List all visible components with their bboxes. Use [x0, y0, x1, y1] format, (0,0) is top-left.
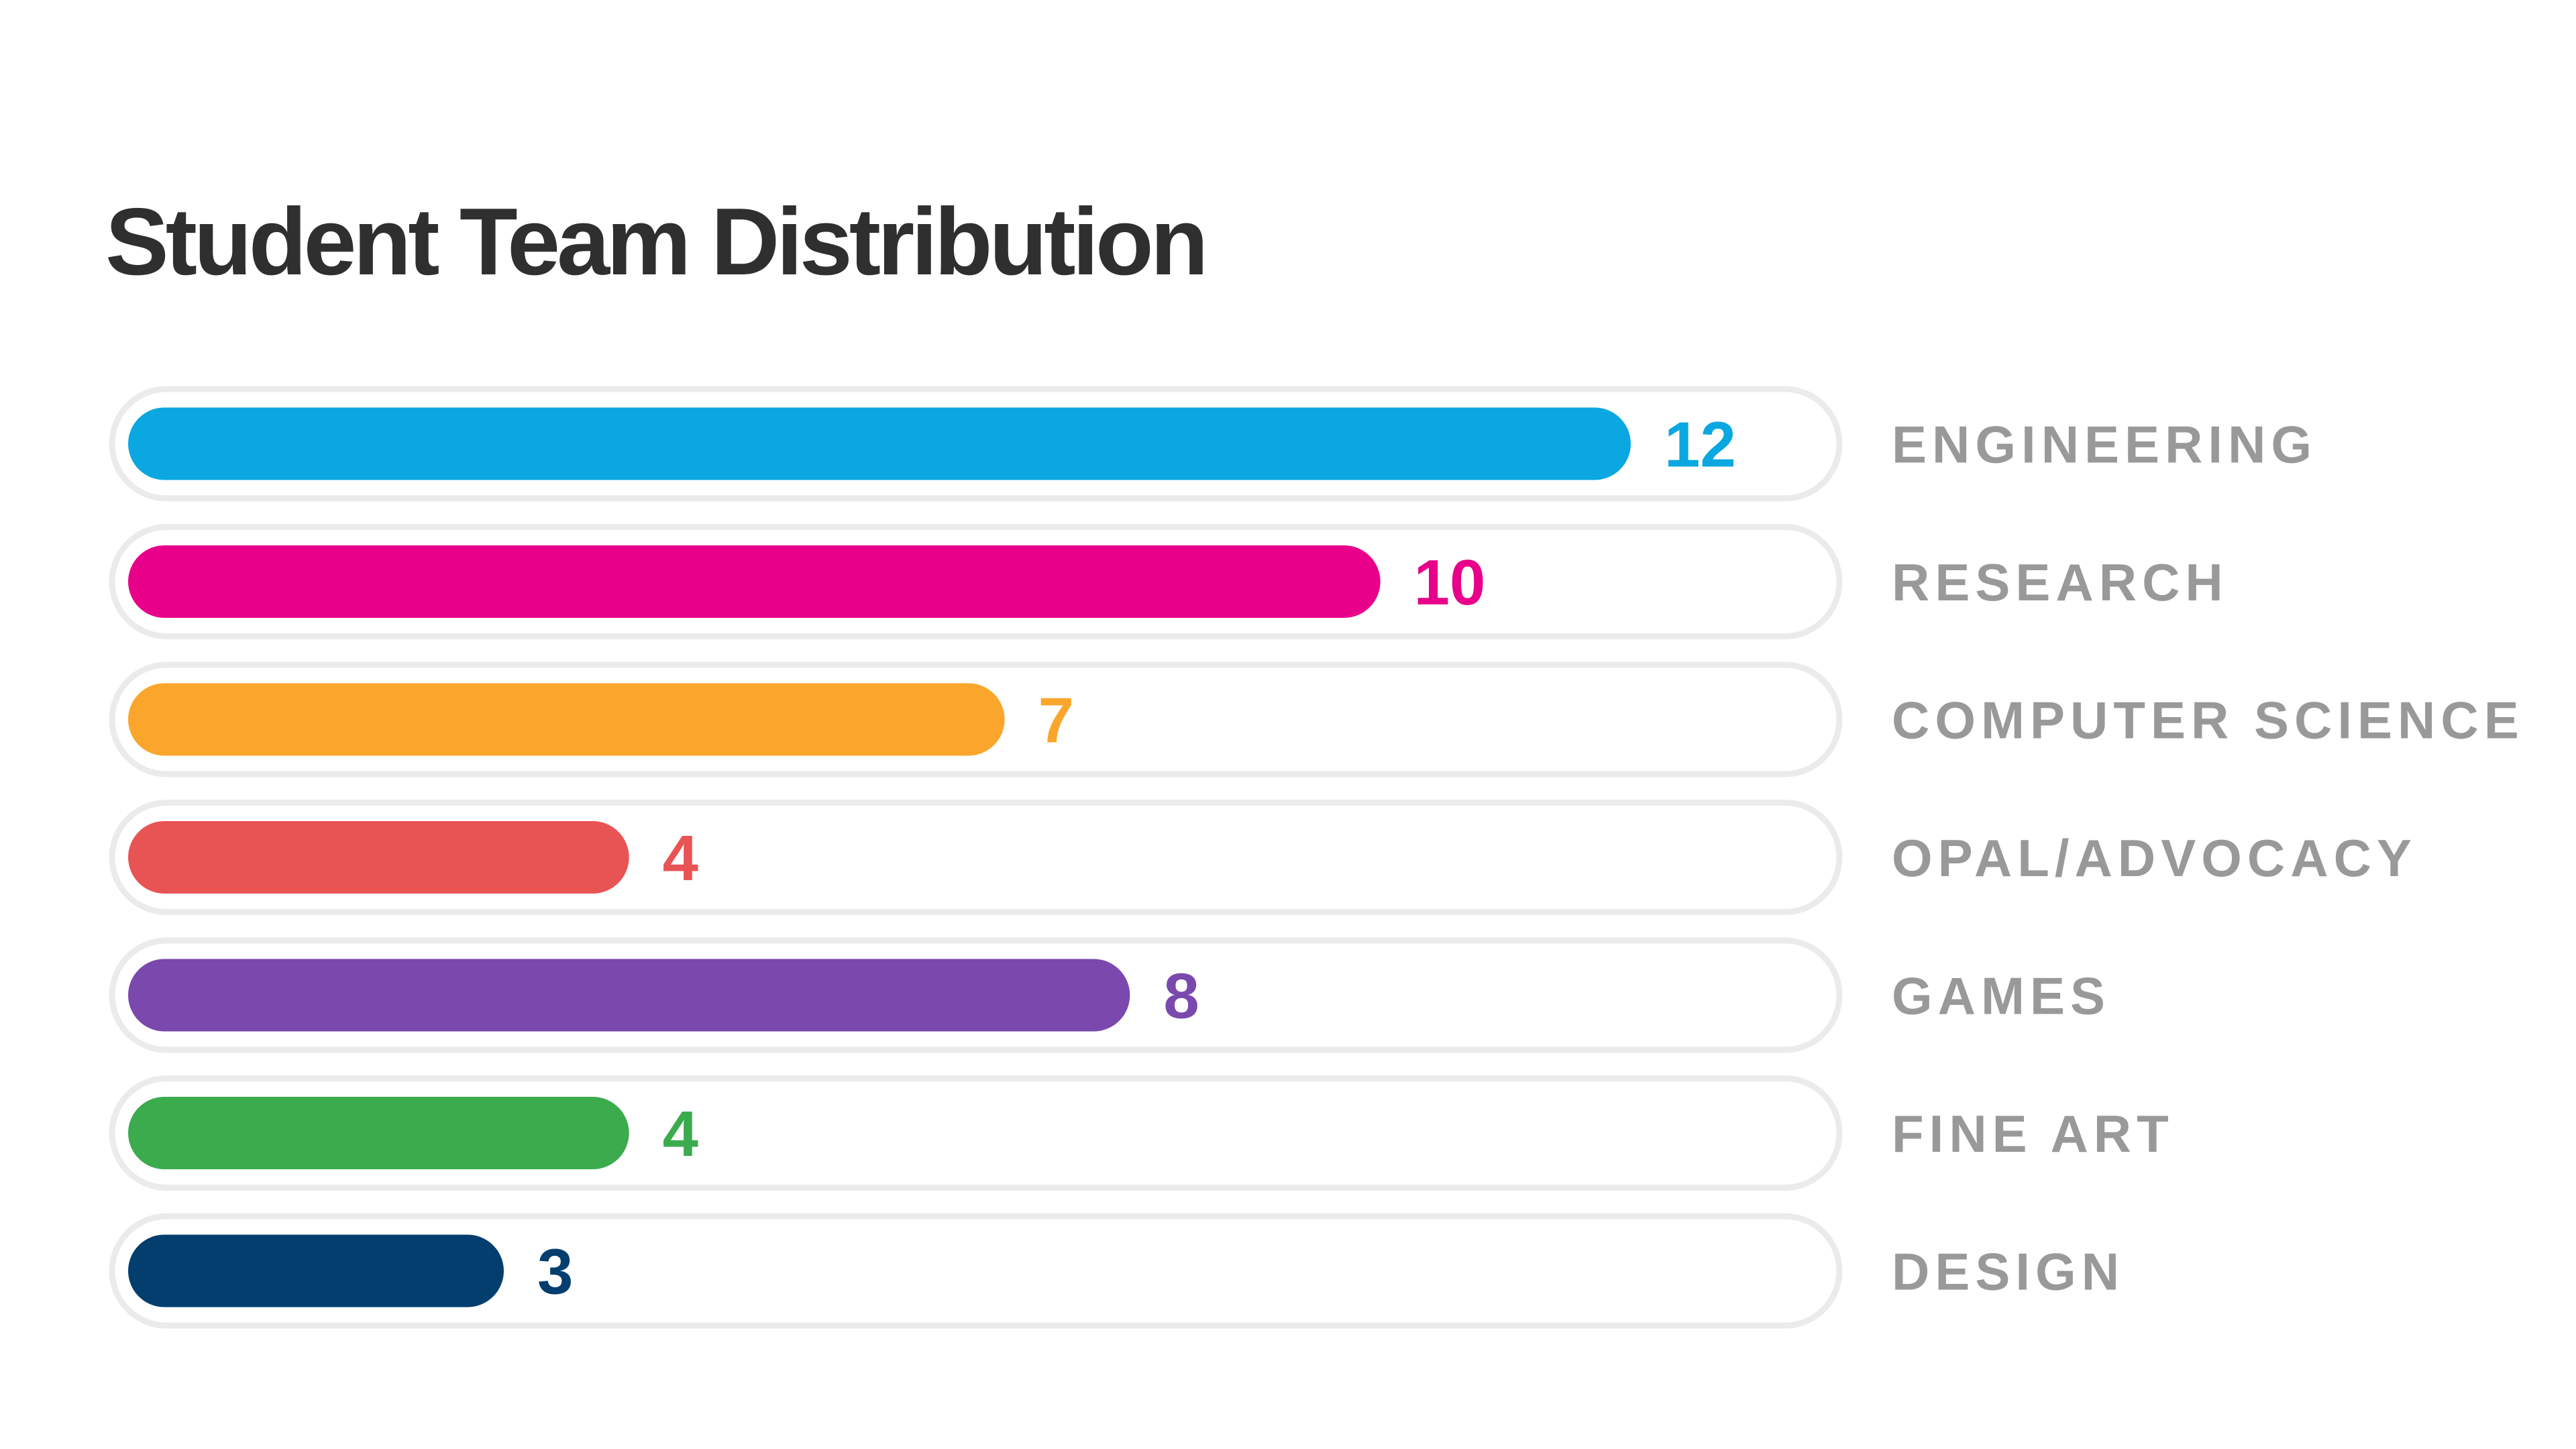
- bar-value-label: 4: [663, 822, 698, 894]
- bar-row: 4 OPAL/ADVOCACY: [109, 800, 2417, 915]
- category-label: RESEARCH: [1892, 553, 2229, 612]
- category-label: OPAL/ADVOCACY: [1892, 828, 2417, 888]
- bar-value-label: 10: [1414, 547, 1486, 619]
- bar-row: 8 GAMES: [109, 937, 2110, 1053]
- bar-value-label: 4: [663, 1098, 698, 1170]
- bar: [128, 821, 629, 894]
- category-label: GAMES: [1892, 967, 2110, 1026]
- bar-value-label: 3: [537, 1236, 573, 1308]
- bar-row: 7 COMPUTER SCIENCE: [109, 661, 2524, 777]
- bar: [128, 683, 1005, 756]
- bar-row: 12 ENGINEERING: [109, 386, 2317, 502]
- bar-row: 4 FINE ART: [109, 1075, 2174, 1191]
- chart-title: Student Team Distribution: [105, 189, 1208, 295]
- bar: [128, 959, 1130, 1032]
- category-label: FINE ART: [1892, 1104, 2174, 1163]
- bar: [128, 1097, 629, 1169]
- category-label: ENGINEERING: [1892, 415, 2317, 474]
- bar: [128, 407, 1631, 480]
- category-label: COMPUTER SCIENCE: [1892, 691, 2524, 750]
- bar: [128, 1234, 504, 1307]
- category-label: DESIGN: [1892, 1242, 2125, 1301]
- bar-value-label: 7: [1038, 685, 1074, 757]
- bar: [128, 545, 1381, 618]
- bar-row: 3 DESIGN: [109, 1213, 2125, 1329]
- bar-value-label: 8: [1163, 961, 1199, 1032]
- bar-track: [109, 1213, 1843, 1329]
- bar-row: 10 RESEARCH: [109, 524, 2229, 639]
- bar-value-label: 12: [1664, 409, 1736, 481]
